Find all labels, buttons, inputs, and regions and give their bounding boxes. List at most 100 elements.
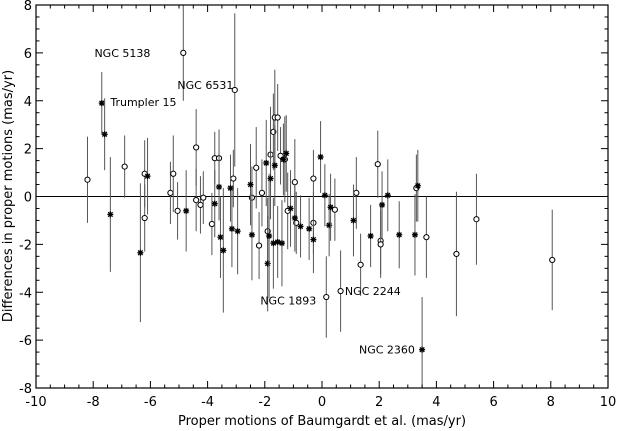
data-point-asterisk (137, 249, 144, 256)
data-point-asterisk (326, 222, 333, 229)
annotation-label: NGC 2360 (359, 344, 415, 357)
y-tick-label: 4 (24, 95, 32, 110)
data-point-circle (549, 256, 556, 264)
data-point-asterisk (310, 236, 317, 243)
data-point-asterisk (306, 225, 313, 232)
asterisk-stroke (212, 200, 218, 207)
data-point-circle (167, 189, 174, 197)
data-point-circle (323, 293, 330, 301)
asterisk-stroke (327, 204, 334, 210)
asterisk-stroke (310, 236, 317, 243)
asterisk-stroke (274, 239, 281, 245)
x-tick-label: 8 (547, 395, 555, 410)
x-axis-title: Proper motions of Baumgardt et al. (mas/… (178, 414, 466, 429)
asterisk-stroke (272, 162, 278, 169)
annotation-label: NGC 2244 (345, 285, 401, 298)
asterisk-stroke (99, 100, 105, 106)
data-point-circle (353, 189, 360, 197)
data-point-circle (180, 49, 187, 56)
y-tick-label: 2 (24, 143, 32, 158)
y-tick-label: 6 (24, 47, 32, 62)
data-point-asterisk (266, 232, 273, 239)
data-point-circle (230, 175, 237, 182)
data-point-circle (231, 86, 238, 94)
asterisk-stroke (280, 156, 287, 163)
asterisk-stroke (283, 150, 289, 157)
y-tick-label: -2 (19, 238, 32, 253)
data-point-asterisk (217, 234, 224, 241)
x-tick-label: -2 (258, 395, 271, 410)
y-tick-label: -8 (19, 382, 32, 397)
data-point-circle (423, 234, 430, 241)
data-point-circle (357, 261, 364, 268)
data-point-asterisk (414, 182, 421, 189)
data-point-asterisk (267, 175, 274, 182)
data-point-circle (258, 189, 266, 197)
data-point-circle (84, 176, 91, 183)
asterisk-stroke (306, 226, 312, 232)
data-point-asterisk (350, 217, 357, 224)
data-point-asterisk (327, 204, 334, 211)
data-point-asterisk (247, 181, 254, 188)
data-point-circle (337, 287, 344, 295)
asterisk-stroke (227, 185, 234, 191)
annotation-label: Trumpler 15 (109, 96, 176, 109)
data-point-circle (377, 241, 384, 248)
asterisk-stroke (234, 228, 241, 234)
data-point-circle (253, 164, 260, 171)
data-point-asterisk (379, 201, 386, 208)
asterisk-stroke (247, 181, 254, 188)
asterisk-stroke (412, 232, 418, 238)
data-point-circle (121, 163, 128, 170)
asterisk-stroke (267, 175, 274, 182)
x-tick-label: -8 (87, 395, 100, 410)
data-point-circle (208, 220, 215, 228)
annotation-label: NGC 1893 (260, 295, 316, 308)
x-tick-label: -10 (25, 395, 46, 410)
asterisk-stroke (144, 173, 151, 179)
data-point-asterisk (278, 240, 285, 247)
asterisk-stroke (216, 184, 222, 190)
asterisk-stroke (101, 131, 108, 137)
data-point-circle (473, 216, 480, 223)
data-point-asterisk (227, 185, 234, 192)
data-point-asterisk (263, 159, 270, 166)
asterisk-stroke (317, 154, 324, 160)
annotation-label: NGC 5138 (94, 47, 150, 60)
data-point-asterisk (101, 131, 108, 138)
data-point-asterisk (98, 100, 105, 107)
data-point-asterisk (234, 228, 241, 235)
asterisk-stroke (249, 232, 255, 238)
data-point-asterisk (264, 260, 271, 267)
data-point-asterisk (317, 154, 324, 161)
data-point-asterisk (297, 223, 304, 230)
data-point-asterisk (384, 192, 391, 199)
data-point-asterisk (274, 238, 281, 245)
data-point-asterisk (291, 215, 298, 222)
asterisk-stroke (279, 240, 285, 246)
data-point-circle (193, 196, 200, 204)
asterisk-stroke (396, 232, 402, 238)
data-point-asterisk (271, 162, 278, 169)
asterisk-stroke (229, 226, 235, 232)
x-tick-label: -6 (144, 395, 157, 410)
asterisk-stroke (415, 183, 421, 189)
data-point-circle (310, 175, 317, 182)
asterisk-stroke (292, 215, 298, 221)
data-point-asterisk (107, 211, 114, 218)
x-tick-label: 0 (318, 395, 326, 410)
data-point-asterisk (270, 240, 277, 247)
x-tick-label: 6 (489, 395, 497, 410)
data-point-asterisk (228, 225, 235, 232)
y-tick-label: -6 (19, 334, 32, 349)
asterisk-stroke (350, 217, 357, 224)
asterisk-stroke (137, 250, 144, 256)
data-point-asterisk (287, 205, 294, 212)
data-point-circle (197, 201, 204, 208)
annotation-label: NGC 6531 (177, 79, 233, 92)
asterisk-stroke (183, 208, 189, 214)
data-point-circle (200, 194, 207, 201)
